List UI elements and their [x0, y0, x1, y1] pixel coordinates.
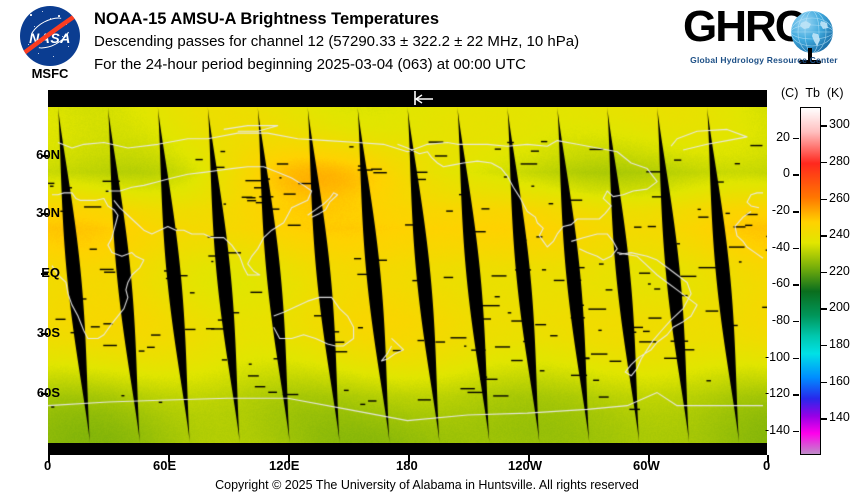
nasa-swoosh-icon: [20, 10, 80, 62]
xlabel-60w: 60W: [633, 458, 660, 473]
ylabel-30n: 30N: [36, 205, 60, 220]
colorbar-label-k-200: 200: [829, 300, 850, 314]
xlabel-0e: 0: [44, 458, 51, 473]
colorbar-label-c--60: -60: [764, 276, 790, 290]
colorbar-tick-k-280: [821, 162, 827, 163]
colorbar-tick-c-20: [793, 138, 799, 139]
colorbar-tick-k-160: [821, 382, 827, 383]
xlabel-60e: 60E: [153, 458, 176, 473]
subtitle-channel: Descending passes for channel 12 (57290.…: [94, 30, 674, 53]
globe-icon: [791, 11, 833, 53]
nasa-center-label: MSFC: [14, 66, 86, 81]
globe-graticule: [791, 11, 833, 53]
map-plot-frame: [48, 90, 767, 455]
brightness-temperature-map[interactable]: [48, 107, 767, 443]
ylabel-30s: 30S: [37, 325, 60, 340]
colorbar-tick-k-200: [821, 308, 827, 309]
colorbar-label-k-260: 260: [829, 191, 850, 205]
ascending-node-marker-icon: [411, 90, 435, 107]
colorbar-tick-c--120: [793, 394, 799, 395]
colorbar-gradient: [801, 108, 820, 454]
colorbar-unit-celsius: (C): [781, 86, 798, 100]
colorbar-tick-k-300: [821, 125, 827, 126]
map-raster: [48, 107, 767, 443]
copyright-notice: Copyright © 2025 The University of Alaba…: [0, 478, 854, 492]
colorbar-tick-k-180: [821, 345, 827, 346]
colorbar-tick-c--140: [793, 431, 799, 432]
colorbar-tick-c--20: [793, 211, 799, 212]
subtitle-period: For the 24-hour period beginning 2025-03…: [94, 53, 674, 76]
colorbar-label-k-300: 300: [829, 117, 850, 131]
colorbar-tick-c--60: [793, 284, 799, 285]
xlabel-120e: 120E: [269, 458, 299, 473]
colorbar-label-k-140: 140: [829, 410, 850, 424]
colorbar-tick-k-220: [821, 272, 827, 273]
colorbar-tick-c--80: [793, 321, 799, 322]
colorbar-label-k-180: 180: [829, 337, 850, 351]
colorbar-label-k-160: 160: [829, 374, 850, 388]
colorbar-label-c-20: 20: [764, 130, 790, 144]
ghrc-wordmark: GHRC: [683, 5, 805, 49]
colorbar-unit-kelvin: (K): [827, 86, 844, 100]
colorbar-label-k-280: 280: [829, 154, 850, 168]
ylabel-60s: 60S: [37, 385, 60, 400]
colorbar-tick-k-240: [821, 235, 827, 236]
colorbar-tick-c-0: [793, 174, 799, 175]
ghrc-tagline: Global Hydrology Resource Center: [685, 55, 843, 65]
colorbar-label-c-0: 0: [764, 166, 790, 180]
colorbar-label-c--20: -20: [764, 203, 790, 217]
colorbar-tick-c--40: [793, 248, 799, 249]
xlabel-180: 180: [396, 458, 418, 473]
colorbar-tick-k-260: [821, 199, 827, 200]
colorbar-variable: Tb: [805, 86, 820, 100]
colorbar-tick-c--100: [793, 358, 799, 359]
colorbar-label-c--140: -140: [764, 423, 790, 437]
colorbar-tick-k-140: [821, 418, 827, 419]
colorbar-label-k-220: 220: [829, 264, 850, 278]
colorbar-header: (C) Tb (K): [781, 86, 844, 100]
page-title: NOAA-15 AMSU-A Brightness Temperatures: [94, 8, 674, 30]
colorbar-label-c--80: -80: [764, 313, 790, 327]
xlabel-360: 0: [763, 458, 770, 473]
ylabel-eq: EQ: [41, 265, 60, 280]
xlabel-120w: 120W: [508, 458, 542, 473]
colorbar[interactable]: [800, 107, 821, 455]
ylabel-60n: 60N: [36, 147, 60, 162]
ghrc-logo: GHRC Global Hydrology Resource Center: [683, 5, 843, 73]
title-block: NOAA-15 AMSU-A Brightness Temperatures D…: [94, 8, 674, 76]
colorbar-label-c--120: -120: [764, 386, 790, 400]
colorbar-label-c--40: -40: [764, 240, 790, 254]
nasa-meatball-icon: NASA: [20, 6, 80, 66]
colorbar-label-k-240: 240: [829, 227, 850, 241]
colorbar-label-c--100: -100: [764, 350, 790, 364]
nasa-logo: NASA MSFC: [14, 6, 86, 84]
